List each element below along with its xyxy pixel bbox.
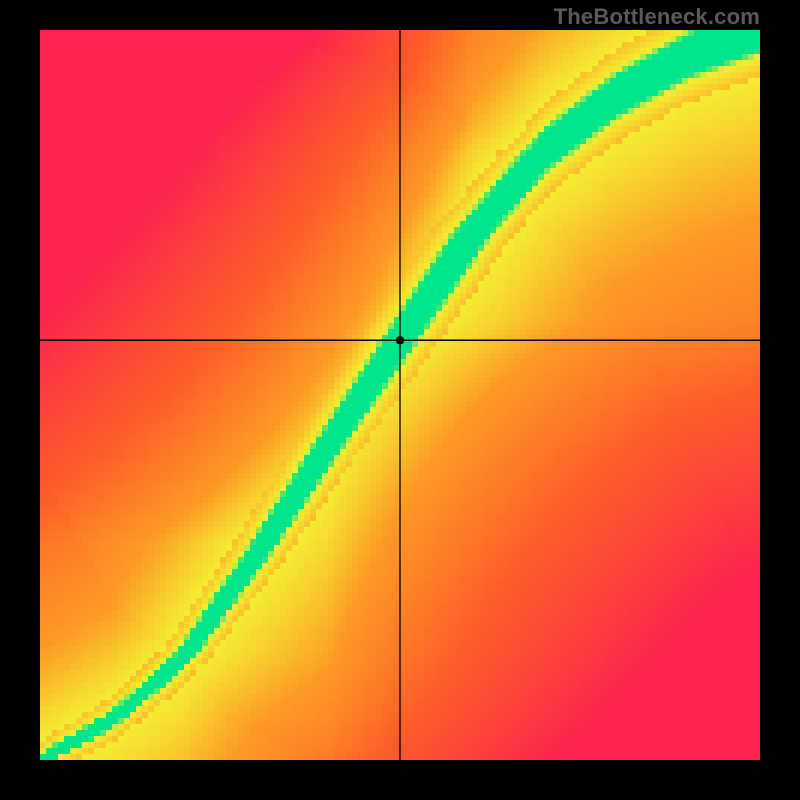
figure-container: TheBottleneck.com (0, 0, 800, 800)
watermark-text: TheBottleneck.com (554, 4, 760, 30)
bottleneck-heatmap (40, 30, 760, 760)
